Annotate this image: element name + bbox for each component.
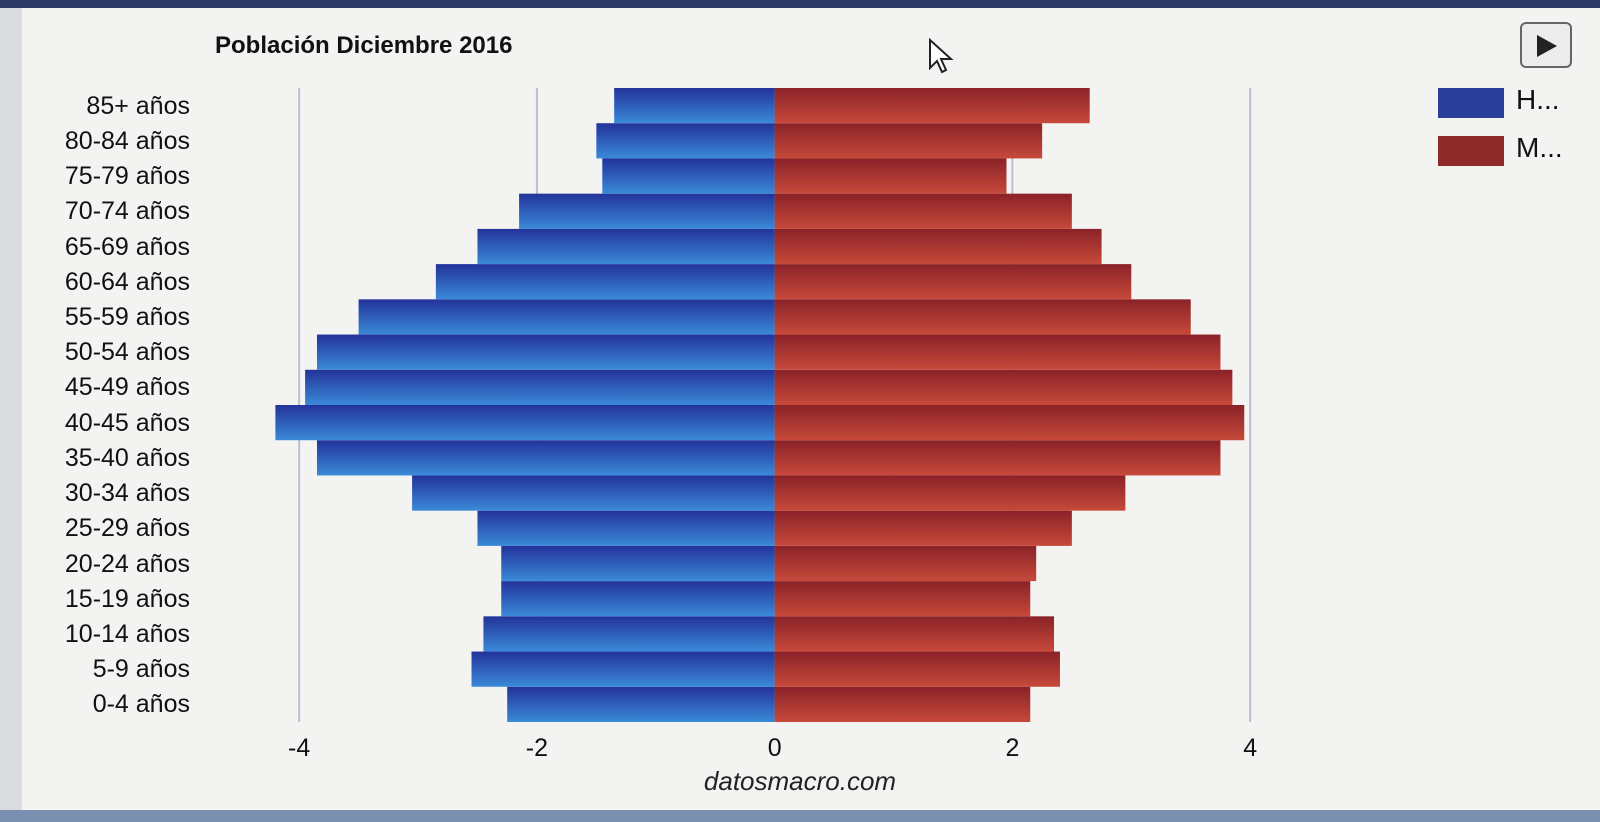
age-label: 85+ años	[86, 91, 190, 120]
x-tick-label: 4	[1243, 734, 1258, 762]
bar-mujeres-15[interactable]	[774, 158, 1007, 194]
bar-hombres-8[interactable]	[275, 405, 775, 441]
age-label: 60-64 años	[64, 267, 190, 296]
bar-mujeres-5[interactable]	[774, 510, 1072, 546]
legend-label-mujeres: M...	[1516, 132, 1563, 163]
bar-mujeres-1[interactable]	[774, 651, 1060, 687]
bar-hombres-10[interactable]	[316, 334, 775, 370]
bar-mujeres-11[interactable]	[774, 299, 1191, 335]
legend-label-hombres: H...	[1516, 84, 1560, 115]
bar-hombres-9[interactable]	[305, 369, 775, 405]
bar-mujeres-9[interactable]	[774, 369, 1233, 405]
bottom-border	[0, 810, 1600, 822]
bar-hombres-5[interactable]	[477, 510, 775, 546]
age-label: 50-54 años	[64, 338, 190, 367]
bar-hombres-4[interactable]	[501, 545, 775, 582]
bar-mujeres-7[interactable]	[774, 440, 1221, 476]
bar-mujeres-2[interactable]	[774, 616, 1055, 652]
bar-mujeres-10[interactable]	[774, 334, 1221, 370]
age-label: 55-59 años	[64, 302, 190, 331]
bar-mujeres-8[interactable]	[774, 405, 1245, 441]
x-tick-label: -2	[525, 734, 549, 762]
age-label: 70-74 años	[64, 197, 190, 226]
bar-mujeres-17[interactable]	[774, 88, 1090, 124]
bar-mujeres-14[interactable]	[774, 193, 1072, 229]
chart-title: Población Diciembre 2016	[215, 32, 513, 59]
age-label: 20-24 años	[64, 549, 190, 578]
play-icon	[1537, 35, 1557, 57]
age-label: 75-79 años	[64, 162, 190, 191]
bar-mujeres-4[interactable]	[774, 545, 1037, 582]
source-credit: datosmacro.com	[703, 766, 897, 796]
bar-hombres-2[interactable]	[483, 616, 775, 652]
x-tick-label: 0	[767, 734, 782, 762]
bar-mujeres-16[interactable]	[774, 123, 1043, 159]
bar-mujeres-3[interactable]	[774, 581, 1031, 617]
bar-hombres-3[interactable]	[501, 581, 775, 617]
age-label: 15-19 años	[64, 584, 190, 613]
bar-hombres-11[interactable]	[358, 299, 775, 335]
bar-hombres-15[interactable]	[602, 158, 775, 194]
bar-mujeres-6[interactable]	[774, 475, 1126, 511]
age-label: 30-34 años	[64, 479, 190, 508]
bar-hombres-0[interactable]	[507, 686, 775, 722]
age-label: 45-49 años	[64, 373, 190, 402]
age-label: 40-45 años	[64, 408, 190, 437]
age-label: 35-40 años	[64, 443, 190, 472]
bar-hombres-7[interactable]	[316, 440, 775, 476]
age-label: 5-9 años	[92, 655, 190, 684]
legend-swatch-mujeres	[1438, 136, 1504, 166]
age-label: 10-14 años	[64, 619, 190, 648]
age-label: 65-69 años	[64, 232, 190, 261]
top-border	[0, 0, 1600, 8]
age-label: 80-84 años	[64, 126, 190, 155]
bar-hombres-13[interactable]	[477, 228, 775, 265]
legend-swatch-hombres	[1438, 88, 1504, 118]
x-tick-label: 2	[1005, 734, 1020, 762]
play-button[interactable]	[1520, 22, 1572, 68]
bar-hombres-16[interactable]	[596, 123, 775, 159]
bar-hombres-6[interactable]	[412, 475, 775, 511]
bar-hombres-14[interactable]	[519, 193, 775, 229]
age-label: 25-29 años	[64, 514, 190, 543]
bar-mujeres-13[interactable]	[774, 228, 1102, 265]
bar-mujeres-0[interactable]	[774, 686, 1031, 722]
age-label: 0-4 años	[92, 690, 190, 719]
x-tick-label: -4	[288, 734, 311, 762]
bar-hombres-17[interactable]	[614, 88, 775, 124]
bar-hombres-1[interactable]	[471, 651, 775, 687]
mouse-cursor-icon	[929, 38, 954, 74]
bar-mujeres-12[interactable]	[774, 264, 1132, 300]
bar-hombres-12[interactable]	[435, 264, 775, 300]
